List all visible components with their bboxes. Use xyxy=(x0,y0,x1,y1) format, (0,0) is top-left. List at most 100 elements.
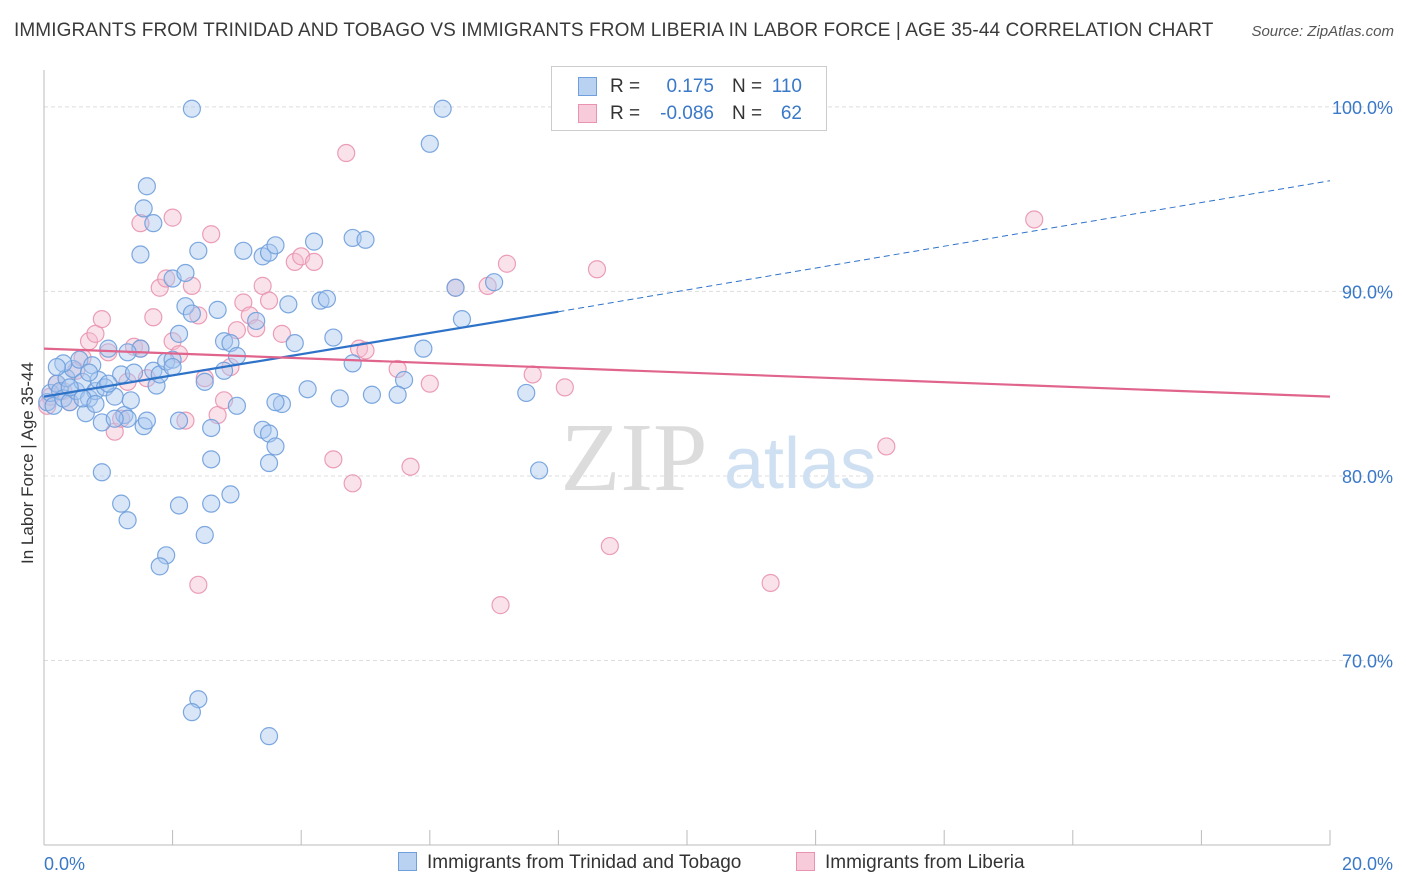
liberia-regression-line xyxy=(43,347,1331,398)
trinidad-point xyxy=(356,230,375,249)
liberia-point xyxy=(877,437,896,456)
trinidad-point xyxy=(47,357,66,377)
trinidad-point xyxy=(92,463,111,482)
trinidad-point xyxy=(195,525,214,545)
trinidad-points xyxy=(38,99,549,746)
trinidad-point xyxy=(169,324,189,343)
legend-r-label: R = xyxy=(610,76,641,97)
legend-n-value: 62 xyxy=(780,103,802,124)
trinidad-point xyxy=(388,385,407,404)
axis-layer xyxy=(43,70,1331,846)
liberia-point xyxy=(343,474,362,493)
legend-swatch-blue xyxy=(578,77,597,96)
trinidad-point xyxy=(259,727,279,746)
liberia-point xyxy=(1025,210,1044,229)
trinidad-point xyxy=(208,300,227,319)
liberia-point xyxy=(163,208,182,227)
liberia-point xyxy=(92,310,111,329)
liberia-point xyxy=(247,319,266,338)
y-axis-label: In Labor Force | Age 35-44 xyxy=(18,362,37,564)
liberia-point xyxy=(420,374,439,393)
trinidad-point xyxy=(169,411,189,430)
trinidad-point xyxy=(118,409,137,428)
trinidad-point xyxy=(134,417,153,436)
liberia-point xyxy=(157,269,176,288)
liberia-point xyxy=(600,536,619,556)
liberia-point xyxy=(388,359,407,379)
grid-layer xyxy=(44,106,1392,661)
trinidad-point xyxy=(324,328,343,347)
trinidad-point xyxy=(163,357,182,377)
trinidad-point xyxy=(134,199,153,218)
bottom-legend-liberia: Immigrants from Liberia xyxy=(796,852,1025,876)
trinidad-point xyxy=(182,99,201,118)
liberia-point xyxy=(176,411,195,430)
liberia-point xyxy=(272,324,292,343)
trinidad-point xyxy=(221,485,240,504)
trinidad-point xyxy=(266,236,285,255)
bottom-legend-label: Immigrants from Trinidad and Tobago xyxy=(427,852,742,873)
bottom-legend-label: Immigrants from Liberia xyxy=(825,852,1025,873)
trinidad-point xyxy=(202,418,221,438)
liberia-point xyxy=(189,575,208,594)
liberia-point xyxy=(491,596,510,615)
trinidad-point xyxy=(214,332,234,351)
trinidad-regression-extension xyxy=(558,180,1331,313)
legend-n-label: N = xyxy=(732,103,763,124)
trinidad-point xyxy=(189,241,208,260)
bottom-legend-trinidad: Immigrants from Trinidad and Tobago xyxy=(398,852,741,876)
liberia-point xyxy=(497,254,517,273)
liberia-point xyxy=(144,308,163,327)
trinidad-point xyxy=(330,389,349,408)
trinidad-point xyxy=(279,295,298,314)
trinidad-point xyxy=(157,546,176,565)
trinidad-point xyxy=(259,243,279,262)
trinidad-point xyxy=(266,437,285,456)
liberia-point xyxy=(189,306,208,325)
trinidad-point xyxy=(118,511,137,530)
watermark-zip: ZIP xyxy=(561,404,708,512)
source-credit: Source: ZipAtlas.com xyxy=(1251,23,1394,40)
watermark: ZIP atlas xyxy=(561,404,877,512)
legend-r-value: 0.175 xyxy=(666,76,714,97)
bottom-legend-swatch-blue xyxy=(398,852,417,871)
trinidad-point xyxy=(137,177,156,196)
liberia-point xyxy=(324,450,343,469)
legend-r-label: R = xyxy=(610,103,641,124)
trinidad-point xyxy=(163,350,182,369)
liberia-point xyxy=(555,378,574,397)
liberia-point xyxy=(304,252,324,272)
liberia-points xyxy=(38,143,1044,615)
trinidad-point xyxy=(247,311,266,331)
y-tick-label: 70.0% xyxy=(1342,651,1393,671)
liberia-point xyxy=(259,291,279,310)
trinidad-point xyxy=(99,374,118,393)
trinidad-point xyxy=(446,278,465,297)
regression-lines xyxy=(43,180,1331,398)
liberia-point xyxy=(523,365,542,384)
trinidad-point xyxy=(517,383,536,403)
trinidad-point xyxy=(343,354,362,373)
trinidad-point xyxy=(304,232,324,251)
trinidad-point xyxy=(144,214,163,233)
chart-title: IMMIGRANTS FROM TRINIDAD AND TOBAGO VS I… xyxy=(14,20,1214,41)
correlation-legend: R = 0.175 N = 110 R = -0.086 N = 62 xyxy=(551,66,827,131)
liberia-point xyxy=(356,341,375,360)
trinidad-regression-line xyxy=(43,310,559,398)
trinidad-point xyxy=(121,391,140,410)
x-tick-label: 20.0% xyxy=(1342,854,1393,874)
trinidad-point xyxy=(311,291,330,310)
liberia-point xyxy=(401,457,420,476)
trinidad-point xyxy=(285,333,304,353)
liberia-point xyxy=(761,573,780,593)
liberia-point xyxy=(150,278,169,297)
y-tick-label: 100.0% xyxy=(1332,98,1393,118)
trinidad-point xyxy=(99,339,118,358)
watermark-atlas: atlas xyxy=(724,424,876,504)
legend-row-liberia: R = -0.086 N = 62 xyxy=(552,100,826,128)
liberia-point xyxy=(131,214,150,233)
trinidad-point xyxy=(485,273,504,292)
trinidad-point xyxy=(112,494,131,513)
trinidad-point xyxy=(452,310,472,329)
